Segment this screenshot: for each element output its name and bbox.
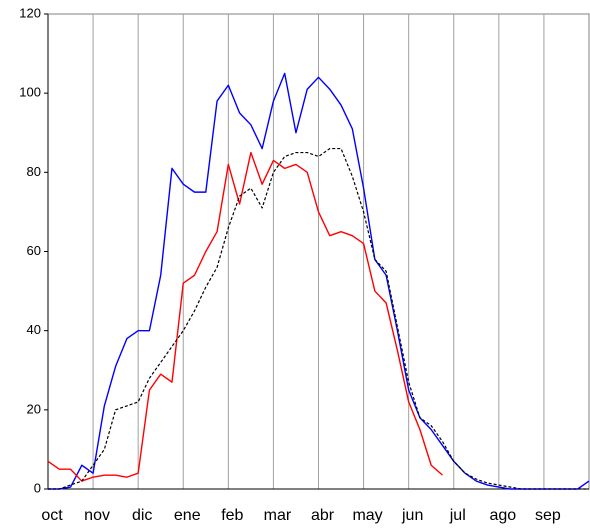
x-tick-label: ago bbox=[489, 507, 516, 524]
x-tick-label: jul bbox=[449, 507, 466, 524]
x-tick-label: abr bbox=[311, 507, 335, 524]
x-tick-label: sep bbox=[535, 507, 561, 524]
y-tick-label: 80 bbox=[27, 164, 41, 179]
y-tick-label: 120 bbox=[19, 5, 41, 20]
series-line bbox=[47, 151, 443, 482]
y-tick-label: 60 bbox=[27, 243, 41, 258]
series-line bbox=[48, 147, 589, 490]
series-line bbox=[48, 72, 590, 490]
x-tick-label: mar bbox=[264, 507, 292, 524]
x-tick-label: oct bbox=[41, 507, 63, 524]
x-tick-label: ene bbox=[174, 507, 201, 524]
y-tick-label: 20 bbox=[27, 401, 41, 416]
y-tick-label: 100 bbox=[19, 85, 41, 100]
x-tick-label: dic bbox=[132, 507, 152, 524]
x-tick-label: feb bbox=[221, 507, 243, 524]
x-tick-label: may bbox=[352, 507, 382, 524]
x-tick-label: jun bbox=[401, 507, 423, 524]
x-tick-label: nov bbox=[84, 507, 110, 524]
y-tick-label: 0 bbox=[34, 480, 41, 495]
y-tick-label: 40 bbox=[27, 322, 41, 337]
